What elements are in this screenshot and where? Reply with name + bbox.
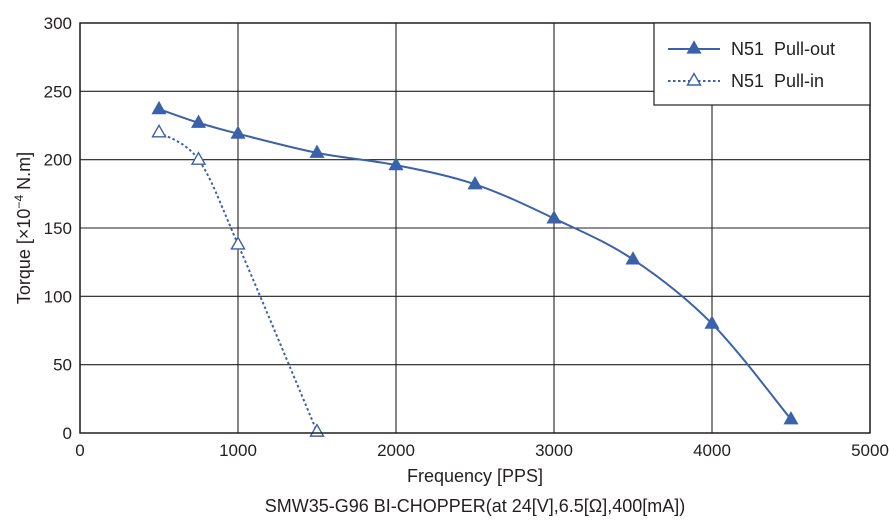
y-axis-label: Torque [×10−4 N.m] xyxy=(12,152,34,304)
x-tick-label-1000: 1000 xyxy=(219,441,257,460)
point-n51-pull-in-750 xyxy=(190,151,207,165)
point-n51-pull-out-3000 xyxy=(546,210,562,224)
series-line-n51-pull-in xyxy=(158,131,318,433)
y-tick-label-0: 0 xyxy=(63,424,72,443)
x-axis-label: Frequency [PPS] xyxy=(407,466,543,486)
plot-area-frame xyxy=(79,22,871,434)
point-n51-pull-out-3500 xyxy=(625,251,641,265)
point-n51-pull-out-4000 xyxy=(704,315,720,329)
y-tick-label-200: 200 xyxy=(44,151,72,170)
series-layer xyxy=(151,100,799,437)
y-tick-label-50: 50 xyxy=(53,356,72,375)
point-n51-pull-out-2000 xyxy=(388,156,404,171)
x-tick-label-3000: 3000 xyxy=(535,441,573,460)
point-n51-pull-out-750 xyxy=(190,114,207,128)
point-n51-pull-in-1500 xyxy=(309,423,325,437)
point-n51-pull-out-4500 xyxy=(783,411,799,425)
y-axis-label-pre: Torque [×10 xyxy=(14,209,34,305)
point-n51-pull-in-500 xyxy=(151,123,167,138)
legend-pull-out-label: N51 Pull-out xyxy=(731,39,835,59)
point-n51-pull-out-2500 xyxy=(467,176,483,190)
chart-caption: SMW35-G96 BI-CHOPPER(at 24[V],6.5[Ω],400… xyxy=(265,496,686,516)
x-tick-label-2000: 2000 xyxy=(377,441,415,460)
y-tick-label-150: 150 xyxy=(44,219,72,238)
point-n51-pull-in-1000 xyxy=(230,235,246,250)
legend-pull-out-marker xyxy=(686,40,702,54)
legend-pull-in-marker xyxy=(686,72,702,86)
point-n51-pull-out-1500 xyxy=(309,144,325,158)
x-tick-labels: 0 1000 2000 3000 4000 5000 xyxy=(75,441,889,460)
y-tick-label-300: 300 xyxy=(44,14,72,33)
x-tick-label-4000: 4000 xyxy=(693,441,731,460)
y-axis-label-exponent: −4 xyxy=(12,195,26,209)
x-tick-label-5000: 5000 xyxy=(851,441,889,460)
y-tick-label-100: 100 xyxy=(44,287,72,306)
legend-pull-in-label: N51 Pull-in xyxy=(731,71,824,91)
y-tick-label-250: 250 xyxy=(44,82,72,101)
y-tick-labels: 0 50 100 150 200 250 300 xyxy=(44,14,72,443)
legend: N51 Pull-out N51 Pull-in xyxy=(653,22,871,106)
point-n51-pull-out-1000 xyxy=(230,125,246,139)
series-line-n51-pull-out xyxy=(158,108,792,420)
y-axis-label-post: N.m] xyxy=(14,152,34,195)
legend-box xyxy=(653,22,871,106)
x-tick-label-0: 0 xyxy=(75,441,84,460)
point-n51-pull-out-500 xyxy=(151,100,167,115)
